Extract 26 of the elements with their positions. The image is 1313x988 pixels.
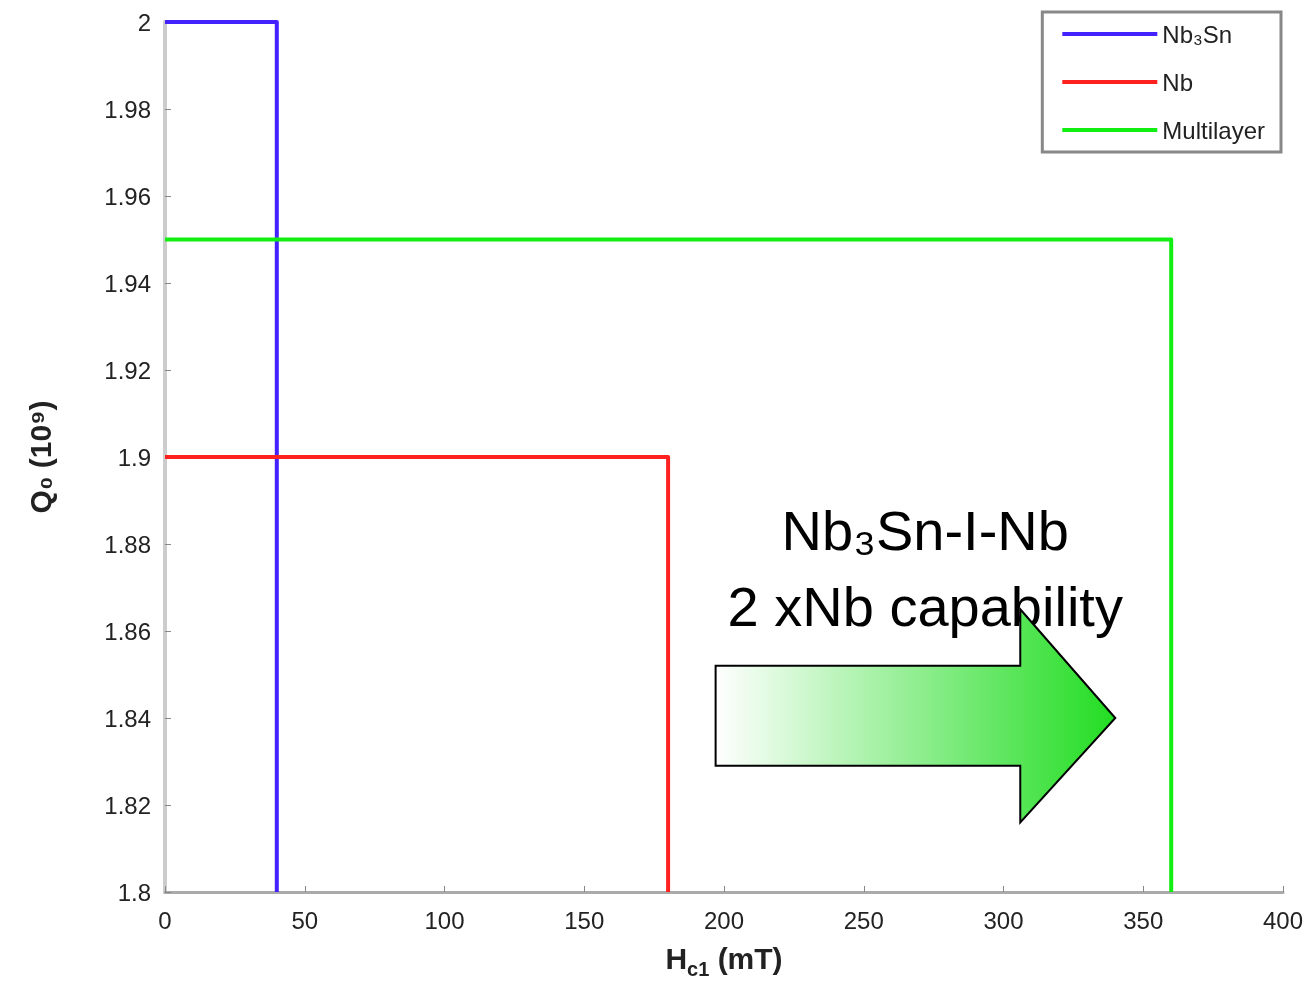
y-tick-label: 1.94 [104,269,151,297]
annotation: 2 xNb capability [727,575,1123,639]
x-tick-label: 400 [1262,906,1304,934]
y-tick-label: 2 [137,8,151,36]
x-tick-label: 350 [1123,906,1164,934]
y-tick-label: 1.92 [104,356,151,384]
legend-label: Nb₃Sn [1162,20,1233,48]
x-tick-label: 300 [983,906,1024,934]
y-tick-label: 1.88 [104,530,151,558]
x-tick-label: 100 [424,906,465,934]
y-tick-label: 1.86 [104,617,151,645]
x-tick-label: 250 [843,906,884,934]
y-tick-label: 1.96 [104,182,151,210]
x-tick-label: 150 [564,906,605,934]
x-tick-label: 200 [703,906,745,934]
y-tick-label: 1.9 [117,443,151,471]
y-tick-label: 1.84 [104,704,151,732]
y-tick-label: 1.8 [117,878,151,906]
x-tick-label: 50 [291,906,319,934]
annotation: Nb₃Sn-I-Nb [781,499,1069,563]
y-tick-label: 1.98 [104,95,151,123]
y-axis-title: Q₀ (10⁹) [23,400,57,514]
legend-label: Nb [1162,68,1193,96]
y-tick-label: 1.82 [104,791,151,819]
legend-label: Multilayer [1162,116,1266,144]
x-tick-label: 0 [158,906,172,934]
